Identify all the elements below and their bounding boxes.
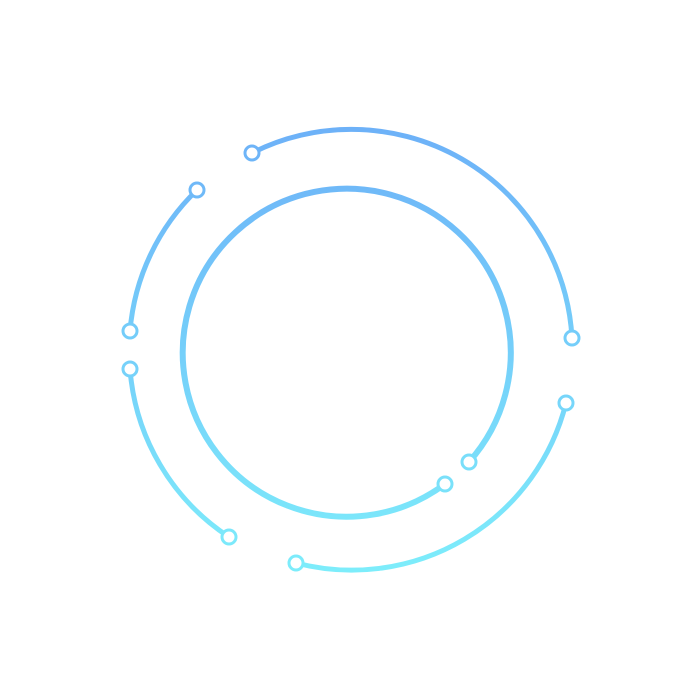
inner-ring-arc <box>179 185 514 520</box>
node-dot-icon <box>220 528 238 546</box>
node-dot-icon <box>243 144 261 162</box>
outer-arc-bottom-left <box>127 366 232 540</box>
node-dot-icon <box>287 554 305 572</box>
outer-arc-top-left <box>127 187 200 334</box>
outer-arc-bottom-right <box>293 400 569 573</box>
node-dot-icon <box>188 181 206 199</box>
node-dot-icon <box>563 329 581 347</box>
node-dot-icon <box>460 453 478 471</box>
node-dot-icon <box>121 360 139 378</box>
outer-arc-top-right <box>249 126 575 341</box>
node-dot-icon <box>121 322 139 340</box>
node-dot-icon <box>557 394 575 412</box>
node-dot-icon <box>436 475 454 493</box>
